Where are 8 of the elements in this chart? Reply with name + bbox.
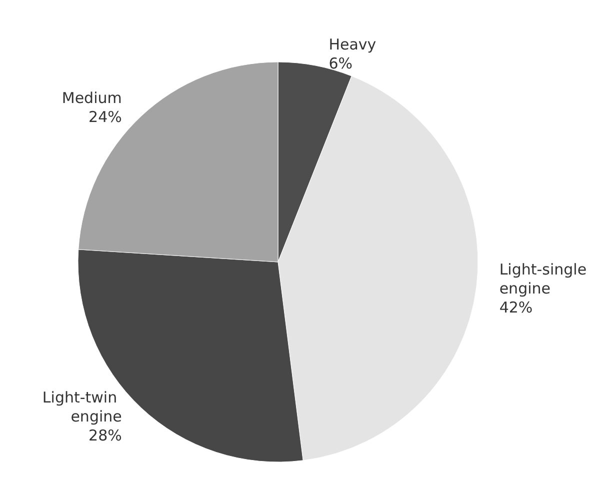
slice-label: Light-single engine	[499, 260, 591, 298]
data-label: 28%	[88, 426, 122, 445]
data-label: 24%	[88, 108, 122, 126]
data-label: 6%	[328, 54, 353, 72]
slice-label: Medium	[62, 88, 122, 107]
slice-label: Light-twin engine	[42, 388, 122, 426]
slice-label: Heavy	[328, 35, 376, 54]
data-label: 42%	[499, 298, 533, 317]
